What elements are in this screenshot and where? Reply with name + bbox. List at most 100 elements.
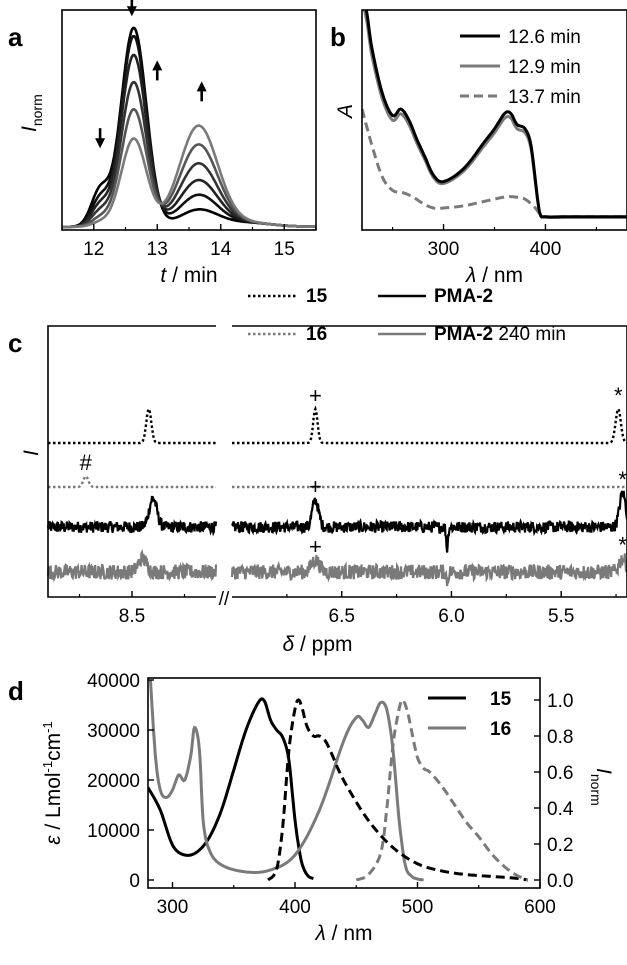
panel-label-b: b [330, 22, 346, 52]
arrow-up-3 [152, 60, 163, 81]
panel-a: a 12 13 14 15 t / min Inorm [8, 0, 317, 287]
y-axis-sup: -1 [40, 761, 55, 773]
panel-label-d: d [8, 676, 24, 706]
arrow-head [126, 6, 137, 17]
x-axis-unit: / nm [476, 264, 523, 287]
legend-label: 15 [490, 689, 512, 710]
y-axis-sup: -1 [40, 721, 55, 733]
y-axis-label: I [20, 450, 43, 456]
y2-tick-label: 0.4 [547, 799, 574, 820]
legend-item-2: 16 [248, 324, 327, 345]
plot-frame [361, 9, 627, 231]
legend-label: PMA-2 [434, 286, 493, 307]
legend-item-1: 15 [248, 286, 328, 307]
panel-label-c: c [8, 328, 22, 358]
trace-3: + * [46, 467, 627, 553]
y-tick-label: 0 [129, 871, 140, 892]
x-axis-unit: / nm [326, 922, 373, 945]
peak-mark: * [614, 383, 623, 408]
arrow-head [152, 60, 163, 71]
trace-segment-1 [46, 548, 218, 583]
x-axis-var: λ [314, 922, 325, 945]
x-tick-label: 6.0 [438, 606, 464, 627]
series-line-4 [355, 698, 529, 882]
plot-frame [147, 677, 541, 889]
y-axis-unit-mid: cm [42, 733, 65, 761]
y-axis-sub: norm [29, 94, 45, 126]
y-axis-label: ε / Lmol-1cm-1 [40, 721, 65, 844]
panel-b: b 300 400 12.6 min 12.9 min 13.7 min λ / nm A [330, 9, 627, 287]
axis-break: // [219, 589, 230, 610]
peak-mark: * [618, 467, 627, 492]
x-tick-label: 400 [530, 239, 562, 260]
legend-label: 15 [306, 286, 328, 307]
legend-label: PMA-2 240 min [434, 324, 566, 345]
y2-axis-var: I [592, 768, 615, 774]
trace-segment-1 [48, 406, 216, 445]
trace-segment-2 [231, 490, 627, 553]
y-axis-var: I [18, 126, 41, 132]
series-line-3 [267, 698, 529, 882]
x-tick-label: 600 [524, 897, 556, 918]
series-line-6 [62, 124, 317, 229]
y-tick-label: 30000 [87, 721, 140, 742]
series-line-1 [62, 26, 317, 229]
x-tick-label: 400 [279, 897, 311, 918]
x-axis-label: λ / nm [314, 922, 372, 945]
panel-c: c+ *#+ *+ *//8.5 6.5 6.0 5.515 PMA-216 PMA-2 240… [8, 286, 627, 656]
y2-axis-label: Inorm [588, 768, 615, 806]
x-tick-label: 6.5 [329, 606, 355, 627]
x-axis-label: δ / ppm [282, 633, 352, 656]
x-tick-label: 13 [147, 239, 168, 260]
legend-label: 12.6 min [508, 27, 581, 48]
y2-tick-label: 0.8 [547, 727, 573, 748]
legend-item-4: PMA-2 240 min [378, 324, 566, 345]
y-tick-label: 40000 [87, 671, 140, 692]
x-axis-var: λ [465, 264, 476, 287]
plot-frame [61, 9, 317, 231]
x-tick-label: 14 [210, 239, 232, 260]
x-axis-var: δ [282, 633, 294, 656]
legend-item-1: 12.6 min [460, 27, 581, 48]
panel-label-a: a [8, 22, 23, 52]
peak-mark: # [80, 450, 93, 475]
y-axis-var: ε [42, 835, 65, 845]
trace-segment-2 [230, 553, 627, 587]
series-line-1 [364, 10, 627, 219]
series-line-2 [148, 679, 424, 882]
x-axis-var: t [160, 264, 167, 287]
peak-mark: + [309, 474, 322, 499]
x-axis-unit: / ppm [294, 633, 352, 656]
panel-d: d 300 400 500 600 0 10000 20000 30000 40000 0.0 0.2… [8, 671, 615, 945]
plot-frame [47, 325, 627, 598]
x-tick-label: 12 [83, 239, 104, 260]
series-line-1 [148, 697, 314, 880]
series-line-3 [362, 108, 627, 219]
x-tick-label: 5.5 [548, 606, 574, 627]
arrow-head [95, 138, 106, 149]
trace-segment-2 [232, 405, 627, 445]
y-axis-label: Inorm [18, 94, 45, 132]
x-tick-label: 300 [428, 239, 460, 260]
y-axis-label: A [334, 104, 357, 120]
x-axis-label: λ / nm [465, 264, 523, 287]
legend-name: 15 [306, 286, 328, 307]
legend-item-1: 15 [428, 689, 512, 710]
legend-name: PMA-2 [434, 286, 493, 307]
legend-label: 16 [306, 324, 327, 345]
y2-tick-label: 0.0 [547, 871, 573, 892]
legend-item-3: PMA-2 [378, 286, 493, 307]
peak-mark: * [618, 533, 627, 558]
x-axis-unit: / min [166, 264, 217, 287]
arrow-down-2 [126, 0, 137, 17]
trace-segment-1 [48, 474, 216, 489]
y2-axis-sub: norm [588, 774, 604, 806]
arrow-head [196, 81, 207, 92]
trace-2: # [48, 450, 627, 489]
y-axis-unit: / Lmol [42, 772, 65, 835]
x-axis-label: t / min [160, 264, 217, 287]
legend-suffix: 240 min [493, 324, 566, 345]
trace-1: + * [48, 383, 627, 445]
x-tick-label: 300 [157, 897, 189, 918]
y-tick-label: 10000 [87, 821, 140, 842]
